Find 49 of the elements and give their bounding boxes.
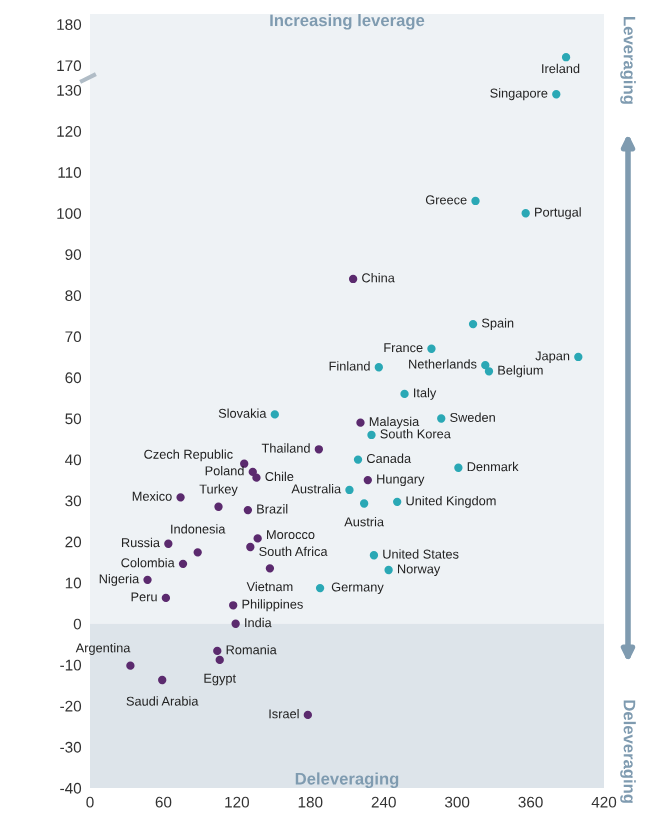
point [214, 502, 223, 511]
point [126, 661, 135, 670]
point [437, 414, 446, 423]
point [240, 459, 249, 468]
point [231, 619, 240, 628]
point [454, 463, 463, 472]
point [400, 389, 409, 399]
point [176, 493, 185, 502]
point [484, 367, 494, 376]
point [253, 534, 262, 543]
point [356, 418, 365, 427]
point [521, 209, 530, 218]
point [315, 583, 325, 593]
point [481, 360, 490, 370]
point [369, 551, 379, 560]
point [161, 593, 171, 603]
point [213, 646, 222, 656]
point [158, 675, 167, 685]
point [314, 445, 324, 454]
point [243, 505, 253, 515]
point [303, 710, 313, 720]
text: Deleveraging [620, 700, 636, 803]
point [193, 548, 202, 557]
point [229, 601, 238, 610]
point [348, 274, 358, 284]
point [427, 344, 436, 353]
point [252, 473, 261, 482]
text: Leveraging [620, 17, 636, 104]
point [367, 430, 376, 440]
point [552, 90, 561, 99]
band-label: Deleveraging [295, 772, 399, 788]
point [143, 575, 152, 585]
point [359, 499, 369, 508]
point [393, 497, 402, 507]
point [265, 564, 275, 573]
point [468, 319, 478, 329]
point [215, 655, 224, 665]
point [345, 485, 354, 495]
point [384, 565, 393, 575]
point [471, 196, 480, 206]
point [374, 363, 383, 372]
point [363, 475, 372, 485]
point [270, 410, 279, 419]
point [164, 539, 173, 548]
point [246, 542, 255, 552]
point [178, 559, 188, 569]
point [574, 352, 583, 362]
band-label: Increasing leverage [270, 14, 425, 30]
point [353, 455, 363, 464]
